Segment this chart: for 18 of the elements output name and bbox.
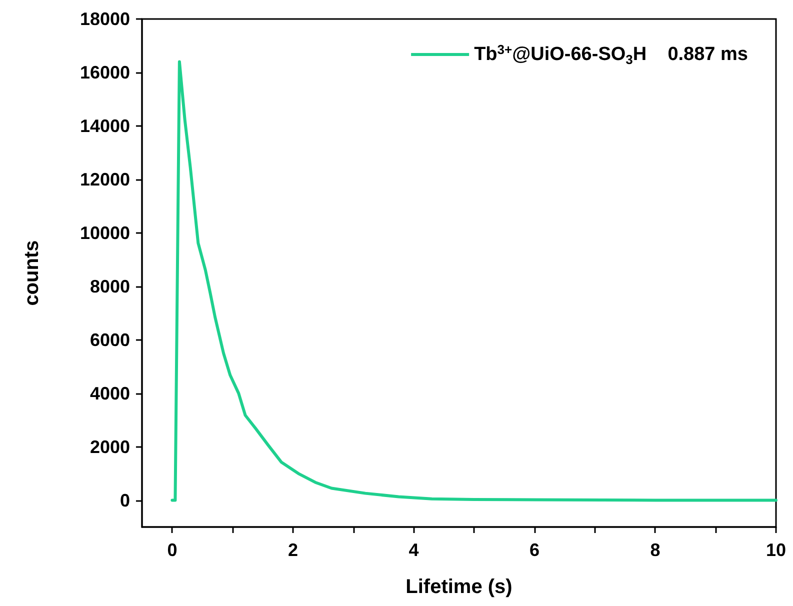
x-tick-label: 10 bbox=[766, 540, 786, 560]
y-tick-label: 0 bbox=[120, 490, 130, 510]
y-tick-label: 8000 bbox=[90, 276, 130, 296]
x-tick-label: 2 bbox=[288, 540, 298, 560]
x-tick-label: 0 bbox=[167, 540, 178, 560]
x-tick-label: 6 bbox=[529, 540, 540, 560]
x-axis-title: Lifetime (s) bbox=[406, 576, 512, 598]
y-axis-title: counts bbox=[21, 240, 43, 306]
y-tick-label: 6000 bbox=[90, 330, 130, 350]
y-tick-label: 18000 bbox=[80, 9, 130, 29]
y-tick-label: 16000 bbox=[80, 62, 130, 82]
x-tick-label: 8 bbox=[650, 540, 660, 560]
y-tick-label: 10000 bbox=[80, 222, 130, 243]
y-tick-label: 2000 bbox=[90, 436, 130, 457]
x-tick-label: 4 bbox=[408, 540, 419, 560]
y-tick-label: 12000 bbox=[80, 169, 130, 190]
y-tick-label: 14000 bbox=[80, 116, 130, 136]
y-tick-label: 4000 bbox=[90, 383, 130, 404]
